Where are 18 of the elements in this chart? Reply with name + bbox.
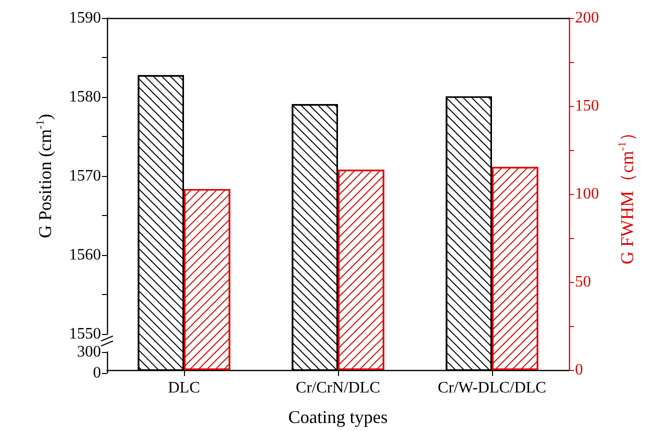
y3-tick-label: 0 xyxy=(93,364,101,382)
y2-tick-label: 50 xyxy=(575,274,591,290)
x-tick-label: DLC xyxy=(168,380,200,396)
y-tick-label: 1560 xyxy=(69,246,101,264)
y-tick-label: 1550 xyxy=(69,326,101,342)
y2-tick-label: 200 xyxy=(575,10,599,26)
y2-tick-label: 0 xyxy=(575,362,583,378)
y-tick-label: 1590 xyxy=(69,10,101,26)
y-axis-title: G Position (cm-1) xyxy=(34,114,55,238)
y2-tick-label: 100 xyxy=(575,186,599,202)
x-tick-label: Cr/W-DLC/DLC xyxy=(438,380,546,396)
y2-tick-label: 150 xyxy=(575,98,599,114)
x-tick-label: Cr/CrN/DLC xyxy=(296,380,380,396)
y-tick-label: 1570 xyxy=(69,168,101,184)
y3-tick-label: 300 xyxy=(77,344,101,360)
y2-axis-title: G FWHM（cm-1） xyxy=(616,124,637,264)
x-axis-title: Coating types xyxy=(288,407,388,427)
y-tick-label: 1580 xyxy=(69,88,101,106)
